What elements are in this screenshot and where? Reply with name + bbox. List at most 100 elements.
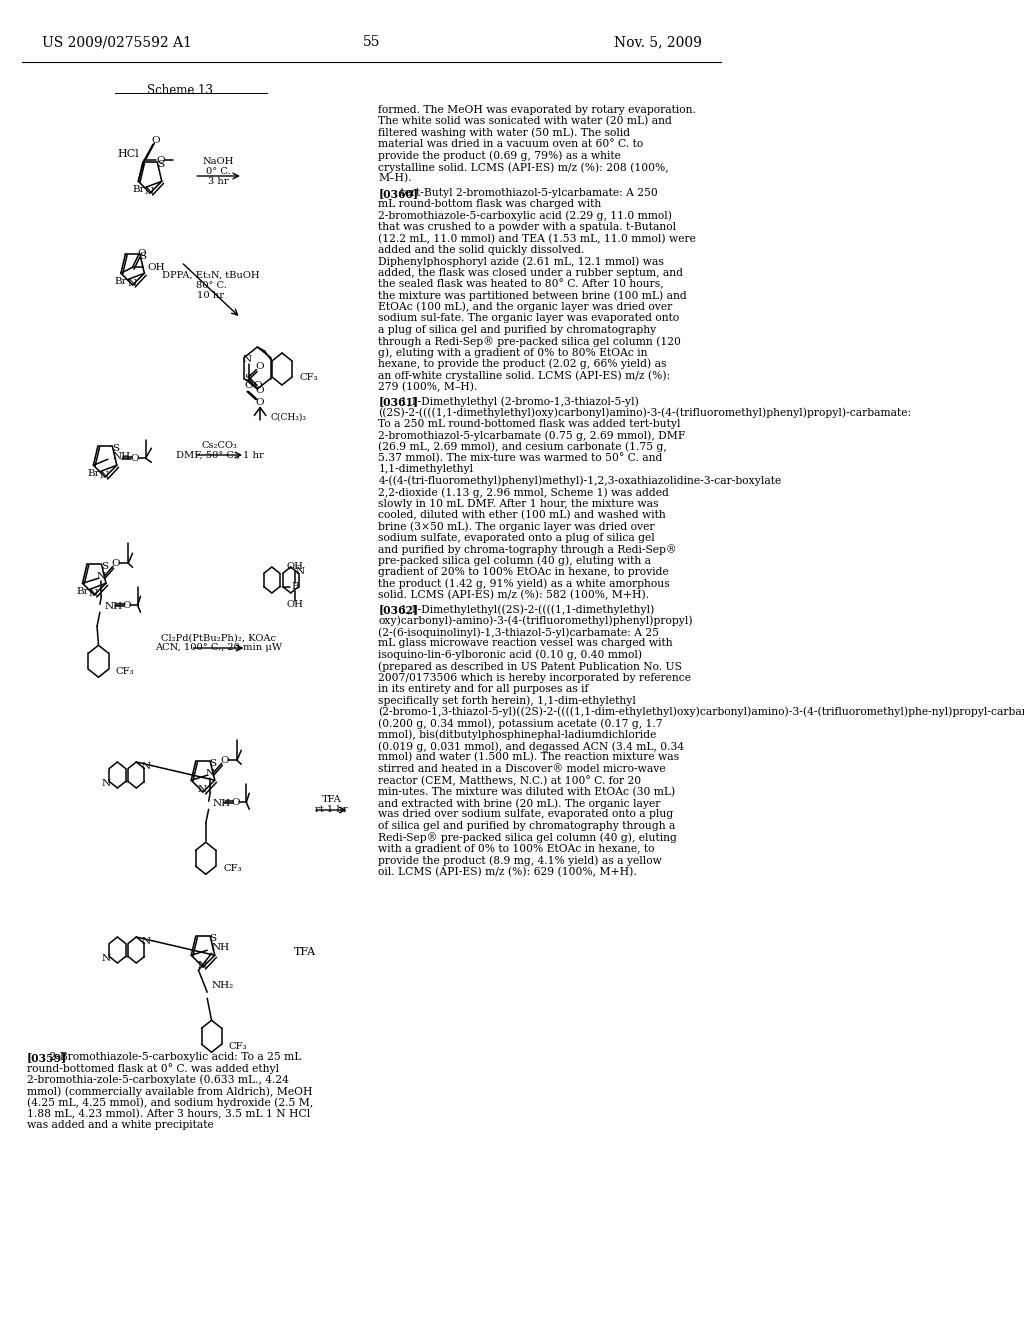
Text: through a Redi-Sep® pre-packed silica gel column (120: through a Redi-Sep® pre-packed silica ge… (379, 337, 681, 347)
Text: oil. LCMS (API-ES) m/z (%): 629 (100%, M+H).: oil. LCMS (API-ES) m/z (%): 629 (100%, M… (379, 866, 637, 876)
Text: N: N (141, 937, 151, 946)
Text: O: O (156, 156, 165, 165)
Text: mL round-bottom flask was charged with: mL round-bottom flask was charged with (379, 199, 602, 209)
Text: N: N (144, 186, 154, 195)
Text: NH: NH (213, 799, 231, 808)
Text: DPPA, Et₃N, tBuOH: DPPA, Et₃N, tBuOH (162, 271, 260, 280)
Text: CF₃: CF₃ (116, 667, 134, 676)
Text: N: N (198, 785, 207, 795)
Text: the product (1.42 g, 91% yield) as a white amorphous: the product (1.42 g, 91% yield) as a whi… (379, 578, 670, 589)
Text: N: N (99, 470, 109, 479)
Text: N: N (198, 961, 207, 969)
Text: hexane, to provide the product (2.02 g, 66% yield) as: hexane, to provide the product (2.02 g, … (379, 359, 667, 370)
Text: (2-(6-isoquinolinyl)-1,3-thiazol-5-yl)carbamate: A 25: (2-(6-isoquinolinyl)-1,3-thiazol-5-yl)ca… (379, 627, 659, 638)
Text: ACN, 100° C., 20 min μW: ACN, 100° C., 20 min μW (155, 644, 282, 652)
Text: NH: NH (113, 451, 131, 461)
Text: Nov. 5, 2009: Nov. 5, 2009 (613, 36, 701, 49)
Text: g), eluting with a gradient of 0% to 80% EtOAc in: g), eluting with a gradient of 0% to 80%… (379, 347, 648, 358)
Text: the sealed flask was heated to 80° C. After 10 hours,: the sealed flask was heated to 80° C. Af… (379, 279, 664, 289)
Text: sodium sul-fate. The organic layer was evaporated onto: sodium sul-fate. The organic layer was e… (379, 313, 680, 323)
Text: Br: Br (115, 277, 128, 285)
Text: provide the product (8.9 mg, 4.1% yield) as a yellow: provide the product (8.9 mg, 4.1% yield)… (379, 855, 663, 866)
Text: Cl₂Pd(PtBu₂Ph)₂, KOAc: Cl₂Pd(PtBu₂Ph)₂, KOAc (161, 634, 276, 643)
Text: the mixture was partitioned between brine (100 mL) and: the mixture was partitioned between brin… (379, 290, 687, 301)
Text: Scheme 13: Scheme 13 (146, 83, 213, 96)
Text: [0360]: [0360] (379, 187, 419, 199)
Text: 1,1-dimethylethyl: 1,1-dimethylethyl (379, 465, 473, 474)
Text: HCl: HCl (118, 149, 139, 158)
Text: a plug of silica gel and purified by chromatography: a plug of silica gel and purified by chr… (379, 325, 656, 334)
Text: added, the flask was closed under a rubber septum, and: added, the flask was closed under a rubb… (379, 268, 683, 277)
Text: S: S (139, 252, 146, 261)
Text: S: S (157, 160, 164, 169)
Text: S: S (210, 933, 217, 942)
Text: and extracted with brine (20 mL). The organic layer: and extracted with brine (20 mL). The or… (379, 799, 660, 809)
Text: 80° C.: 80° C. (196, 281, 226, 289)
Text: 2,2-dioxide (1.13 g, 2.96 mmol, Scheme 1) was added: 2,2-dioxide (1.13 g, 2.96 mmol, Scheme 1… (379, 487, 670, 498)
Text: C(CH₃)₃: C(CH₃)₃ (270, 413, 306, 422)
Text: (12.2 mL, 11.0 mmol) and TEA (1.53 mL, 11.0 mmol) were: (12.2 mL, 11.0 mmol) and TEA (1.53 mL, 1… (379, 234, 696, 244)
Text: solid. LCMS (API-ES) m/z (%): 582 (100%, M+H).: solid. LCMS (API-ES) m/z (%): 582 (100%,… (379, 590, 649, 601)
Text: O: O (256, 385, 264, 395)
Text: [0359]: [0359] (27, 1052, 67, 1063)
Text: was dried over sodium sulfate, evaporated onto a plug: was dried over sodium sulfate, evaporate… (379, 809, 674, 820)
Text: To a 250 mL round-bottomed flask was added tert-butyl: To a 250 mL round-bottomed flask was add… (379, 418, 681, 429)
Text: S: S (100, 562, 108, 570)
Text: N: N (127, 279, 136, 288)
Text: sodium sulfate, evaporated onto a plug of silica gel: sodium sulfate, evaporated onto a plug o… (379, 533, 655, 543)
Text: NH: NH (212, 942, 229, 952)
Text: gradient of 20% to 100% EtOAc in hexane, to provide: gradient of 20% to 100% EtOAc in hexane,… (379, 568, 669, 577)
Text: N: N (89, 589, 98, 598)
Text: that was crushed to a powder with a spatula. t-Butanol: that was crushed to a powder with a spat… (379, 222, 677, 232)
Text: O: O (112, 558, 120, 568)
Text: N: N (206, 768, 215, 777)
Text: specifically set forth herein), 1,1-dim-ethylethyl: specifically set forth herein), 1,1-dim-… (379, 696, 636, 706)
Text: mmol), bis(ditbutylphosphinephal-ladiumdichloride: mmol), bis(ditbutylphosphinephal-ladiumd… (379, 730, 656, 741)
Text: filtered washing with water (50 mL). The solid: filtered washing with water (50 mL). The… (379, 128, 631, 139)
Text: B: B (291, 582, 299, 591)
Text: OH: OH (287, 601, 303, 609)
Text: was added and a white precipitate: was added and a white precipitate (27, 1121, 214, 1130)
Text: with a gradient of 0% to 100% EtOAc in hexane, to: with a gradient of 0% to 100% EtOAc in h… (379, 843, 655, 854)
Text: provide the product (0.69 g, 79%) as a white: provide the product (0.69 g, 79%) as a w… (379, 150, 622, 161)
Text: rt 1 hr: rt 1 hr (315, 805, 347, 814)
Text: tert-Butyl 2-bromothiazol-5-ylcarbamate: A 250: tert-Butyl 2-bromothiazol-5-ylcarbamate:… (397, 187, 658, 198)
Text: formed. The MeOH was evaporated by rotary evaporation.: formed. The MeOH was evaporated by rotar… (379, 106, 696, 115)
Text: 2-bromothiazol-5-ylcarbamate (0.75 g, 2.69 mmol), DMF: 2-bromothiazol-5-ylcarbamate (0.75 g, 2.… (379, 430, 686, 441)
Text: 10 hr: 10 hr (198, 290, 224, 300)
Text: O: O (253, 381, 262, 391)
Text: 1.88 mL, 4.23 mmol). After 3 hours, 3.5 mL 1 N HCl: 1.88 mL, 4.23 mmol). After 3 hours, 3.5 … (27, 1109, 310, 1119)
Text: The white solid was sonicated with water (20 mL) and: The white solid was sonicated with water… (379, 116, 673, 127)
Text: 279 (100%, M–H).: 279 (100%, M–H). (379, 381, 478, 392)
Text: mmol) and water (1.500 mL). The reaction mixture was: mmol) and water (1.500 mL). The reaction… (379, 752, 680, 763)
Text: DMF, 50° C., 1 hr: DMF, 50° C., 1 hr (176, 450, 263, 459)
Text: min-utes. The mixture was diluted with EtOAc (30 mL): min-utes. The mixture was diluted with E… (379, 787, 676, 797)
Text: brine (3×50 mL). The organic layer was dried over: brine (3×50 mL). The organic layer was d… (379, 521, 655, 532)
Text: M–H).: M–H). (379, 173, 412, 183)
Text: (2-bromo-1,3-thiazol-5-yl)((2S)-2-((((1,1-dim-ethylethyl)oxy)carbonyl)amino)-3-(: (2-bromo-1,3-thiazol-5-yl)((2S)-2-((((1,… (379, 706, 1024, 717)
Text: O: O (152, 136, 160, 145)
Text: NH: NH (104, 602, 123, 611)
Text: and purified by chroma-tography through a Redi-Sep®: and purified by chroma-tography through … (379, 544, 677, 554)
Text: oxy)carbonyl)-amino)-3-(4-(trifluoromethyl)phenyl)propyl): oxy)carbonyl)-amino)-3-(4-(trifluorometh… (379, 615, 693, 626)
Text: O: O (130, 454, 139, 463)
Text: TFA: TFA (294, 946, 315, 957)
Text: CF₃: CF₃ (223, 863, 242, 873)
Text: 5.37 mmol). The mix-ture was warmed to 50° C. and: 5.37 mmol). The mix-ture was warmed to 5… (379, 453, 663, 463)
Text: 2-bromothiazole-5-carboxylic acid (2.29 g, 11.0 mmol): 2-bromothiazole-5-carboxylic acid (2.29 … (379, 211, 673, 222)
Text: N: N (141, 762, 151, 771)
Text: O: O (123, 601, 131, 610)
Text: (26.9 mL, 2.69 mmol), and cesium carbonate (1.75 g,: (26.9 mL, 2.69 mmol), and cesium carbona… (379, 442, 668, 453)
Text: S: S (210, 759, 217, 768)
Text: N: N (97, 572, 105, 581)
Text: slowly in 10 mL DMF. After 1 hour, the mixture was: slowly in 10 mL DMF. After 1 hour, the m… (379, 499, 658, 508)
Text: 2-bromothia-zole-5-carboxylate (0.633 mL., 4.24: 2-bromothia-zole-5-carboxylate (0.633 mL… (27, 1074, 289, 1085)
Text: S: S (244, 374, 251, 383)
Text: O: O (256, 399, 264, 407)
Text: Br: Br (77, 587, 89, 595)
Text: mL glass microwave reaction vessel was charged with: mL glass microwave reaction vessel was c… (379, 639, 673, 648)
Text: 55: 55 (362, 36, 380, 49)
Text: crystalline solid. LCMS (API-ES) m/z (%): 208 (100%,: crystalline solid. LCMS (API-ES) m/z (%)… (379, 162, 669, 173)
Text: isoquino-lin-6-ylboronic acid (0.10 g, 0.40 mmol): isoquino-lin-6-ylboronic acid (0.10 g, 0… (379, 649, 642, 660)
Text: NH₂: NH₂ (212, 981, 233, 990)
